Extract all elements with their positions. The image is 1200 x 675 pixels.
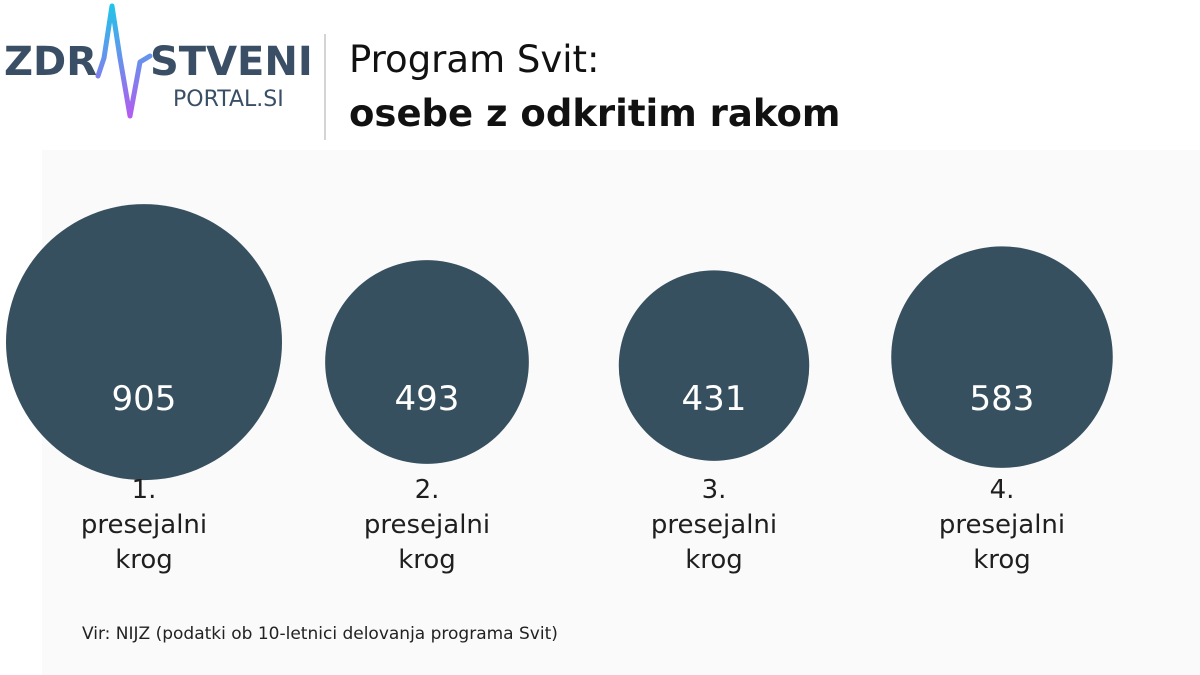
zdravstveni-portal-logo: ZDR STVENI PORTAL.SI — [4, 3, 313, 119]
category-label-1-line-1: 1. — [132, 475, 157, 505]
category-label-1-line-3: krog — [115, 545, 173, 575]
category-label-4-line-2: presejalni — [939, 510, 1065, 540]
bubble-value-label-1: 905 — [112, 379, 177, 419]
category-label-3-line-3: krog — [685, 545, 743, 575]
source-note: Vir: NIJZ (podatki ob 10-letnici delovan… — [82, 624, 558, 644]
chart-subtitle: osebe z odkritim rakom — [349, 92, 841, 135]
bubble-3 — [618, 270, 810, 461]
header-divider — [324, 34, 326, 140]
category-label-2-line-3: krog — [398, 545, 456, 575]
bubble-value-label-3: 431 — [682, 379, 747, 419]
logo-text-right: STVENI — [150, 39, 313, 85]
category-label-4-line-1: 4. — [990, 475, 1015, 505]
chart-title: Program Svit: — [349, 38, 600, 81]
category-label-4-line-3: krog — [973, 545, 1031, 575]
bubble-1 — [6, 204, 282, 481]
category-label-3-line-2: presejalni — [651, 510, 777, 540]
category-label-2-line-2: presejalni — [364, 510, 490, 540]
category-label-1-line-2: presejalni — [81, 510, 207, 540]
logo-subtext: PORTAL.SI — [173, 87, 284, 112]
bubble-value-label-2: 493 — [395, 379, 460, 419]
logo-text-left: ZDR — [4, 39, 97, 85]
category-label-2-line-1: 2. — [415, 475, 440, 505]
category-label-3-line-1: 3. — [702, 475, 727, 505]
bubble-value-label-4: 583 — [970, 379, 1035, 419]
bubble-4 — [891, 246, 1113, 468]
logo-pulse-icon — [95, 3, 153, 119]
bubble-2 — [325, 260, 529, 464]
